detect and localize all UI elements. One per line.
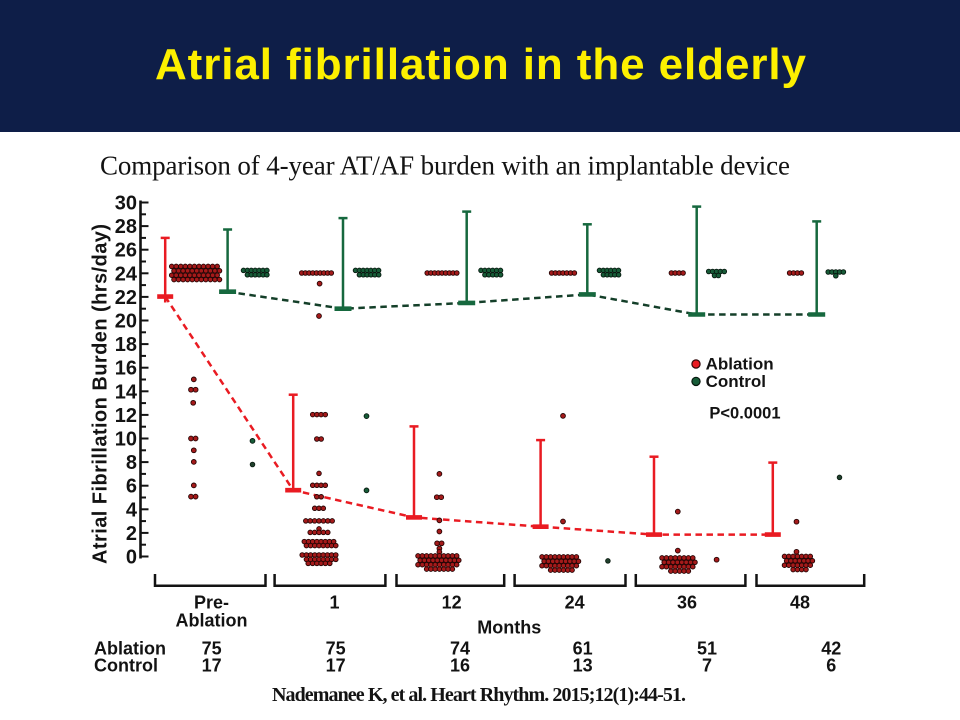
svg-text:14: 14 [115,381,138,403]
svg-text:12: 12 [115,405,137,427]
svg-text:28: 28 [115,216,137,238]
svg-text:Ablation: Ablation [94,639,166,659]
svg-text:51: 51 [697,639,717,659]
svg-text:16: 16 [115,358,137,380]
svg-text:20: 20 [115,311,137,333]
svg-text:36: 36 [677,593,697,613]
svg-text:18: 18 [115,334,137,356]
svg-text:42: 42 [821,639,841,659]
svg-text:22: 22 [115,287,137,309]
svg-text:Nademanee K, et al. Heart Rhyt: Nademanee K, et al. Heart Rhythm. 2015;1… [272,684,686,706]
svg-text:24: 24 [115,263,138,285]
svg-text:75: 75 [202,639,222,659]
svg-text:1: 1 [329,593,339,613]
svg-text:Control: Control [706,372,766,391]
svg-text:7: 7 [702,655,712,675]
svg-text:8: 8 [126,452,137,474]
svg-text:Months: Months [477,617,541,637]
svg-text:13: 13 [573,655,593,675]
svg-text:6: 6 [826,655,836,675]
svg-text:P<0.0001: P<0.0001 [709,405,780,423]
svg-text:10: 10 [115,429,137,451]
svg-text:24: 24 [565,593,585,613]
svg-text:16: 16 [450,655,470,675]
svg-text:61: 61 [573,639,593,659]
svg-text:48: 48 [790,593,810,613]
svg-text:2: 2 [126,523,137,545]
svg-text:17: 17 [326,655,346,675]
svg-text:Atrial fibrillation in the eld: Atrial fibrillation in the elderly [155,40,807,89]
svg-text:4: 4 [126,499,138,521]
svg-text:75: 75 [326,639,346,659]
svg-text:Control: Control [94,655,158,675]
svg-text:74: 74 [450,639,470,659]
svg-text:26: 26 [115,240,137,262]
svg-text:Comparison of 4-year AT/AF bur: Comparison of 4-year AT/AF burden with a… [100,151,790,181]
svg-text:Atrial Fibrillation Burden (hr: Atrial Fibrillation Burden (hrs/day) [90,224,112,564]
svg-text:17: 17 [202,655,222,675]
svg-text:6: 6 [126,476,137,498]
svg-text:0: 0 [126,547,137,569]
svg-text:12: 12 [442,593,462,613]
svg-text:Ablation: Ablation [176,611,248,631]
svg-text:30: 30 [115,193,137,215]
svg-text:Ablation: Ablation [706,355,774,374]
svg-text:Pre-: Pre- [194,593,229,613]
